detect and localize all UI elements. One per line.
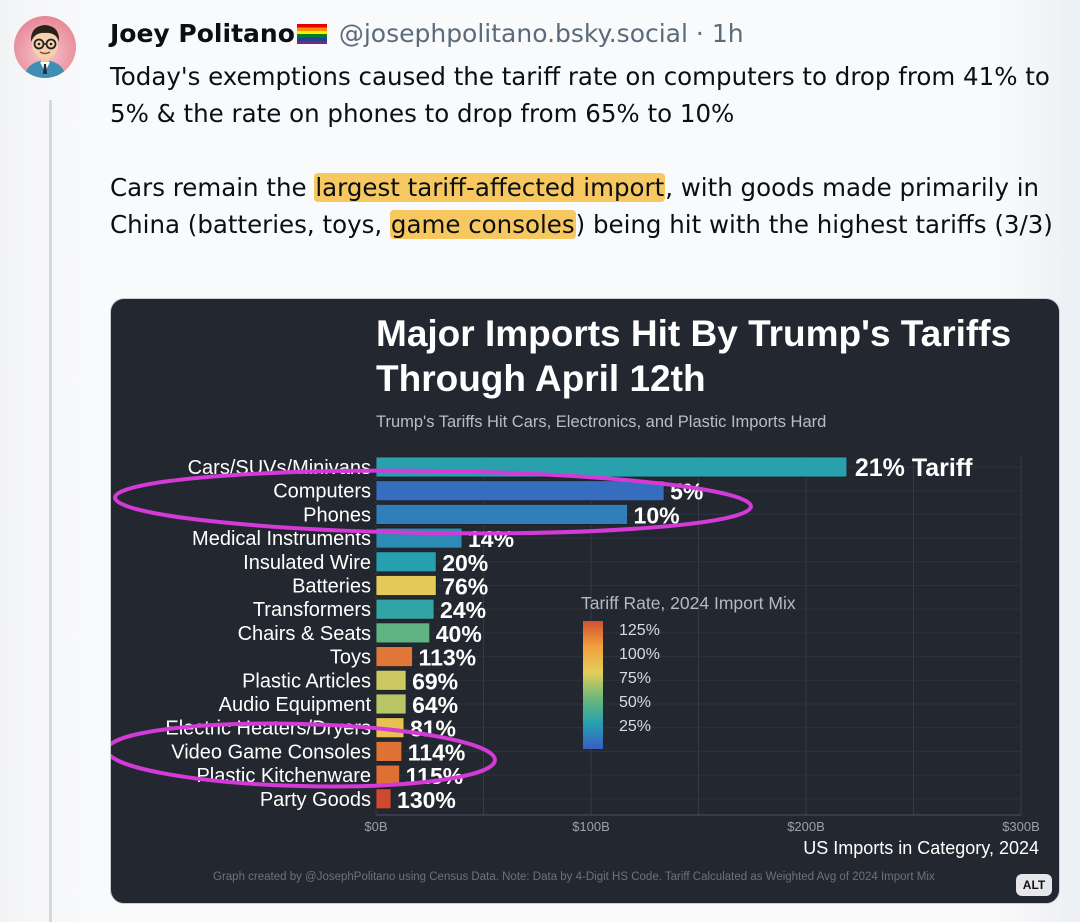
category-label: Audio Equipment [219,694,372,716]
category-label: Plastic Articles [242,670,371,692]
legend-tick-label: 50% [619,694,651,711]
category-label: Party Goods [260,789,371,811]
post-text-segment: , with goods made primarily in China (ba… [110,173,1040,239]
bar-value-label: 24% [440,597,486,623]
thread-line [49,100,52,922]
legend-tick-label: 25% [619,718,651,735]
highlighted-text: game consoles [389,210,576,239]
alt-text-button[interactable]: ALT [1016,874,1052,896]
avatar[interactable] [14,16,76,78]
x-axis-label: US Imports in Category, 2024 [803,838,1039,858]
post-timestamp[interactable]: 1h [711,19,744,48]
bar [375,598,435,620]
bar-value-label: 64% [412,692,458,718]
post-text-segment: ) being hit with the highest tariffs (3/… [575,210,1053,239]
x-tick-label: $200B [787,819,825,834]
bar-value-label: 69% [412,668,458,694]
bar [375,693,407,715]
chart-image[interactable]: Cars/SUVs/Minivans 21% Tariff Computers 5% P… [110,298,1060,904]
bar [375,788,392,810]
chart-subtitle: Trump's Tariffs Hit Cars, Electronics, a… [376,413,827,431]
bar-value-label: 130% [397,787,456,813]
avatar-illustration [24,25,66,78]
bar-value-label: 20% [442,550,488,576]
bar [375,646,413,668]
x-tick-label: $0B [364,819,387,834]
chart-title: Major Imports Hit By Trump's Tariffs Thr… [376,313,1012,399]
category-label: Batteries [292,576,371,598]
legend-title: Tariff Rate, 2024 Import Mix [581,593,796,613]
legend-colorbar [583,621,603,749]
bar [375,740,403,762]
bar [375,575,437,596]
bar [375,456,848,478]
annotation-circle-computers-phones [113,468,753,536]
author-handle[interactable]: @josephpolitano.bsky.social [338,19,688,48]
bar-value-label: 40% [436,621,482,647]
bar [375,764,401,786]
bar [375,480,665,502]
legend-tick-label: 75% [619,670,651,687]
bar [375,503,628,525]
bar-value-label: 76% [442,574,488,600]
author-name[interactable]: Joey Politano [110,19,295,48]
bar-value-label: 5% [670,479,703,505]
highlighted-text: largest tariff-affected import [314,173,666,202]
bar-value-label: 21% Tariff [855,454,973,482]
bar-value-label: 113% [419,645,477,671]
post-text-segment: Cars remain the [110,173,315,202]
category-label: Computers [273,481,371,503]
x-tick-label: $100B [572,819,610,834]
legend-tick-label: 125% [619,622,660,639]
category-label: Video Game Consoles [171,741,371,763]
post-header: Joey Politano @josephpolitano.bsky.socia… [110,18,744,50]
category-label: Electric Heaters/Dryers [165,718,371,740]
post-paragraph-2: Cars remain the largest tariff-affected … [110,169,1070,243]
rainbow-flag-icon [296,24,327,44]
bar [375,669,407,691]
category-label: Chairs & Seats [238,623,371,645]
separator-dot: · [695,19,704,48]
bar [375,551,437,573]
category-label: Medical Instruments [192,528,371,550]
category-label: Toys [330,647,371,669]
category-label: Insulated Wire [243,552,371,574]
category-label: Phones [303,504,371,526]
bar-value-label: 114% [408,739,466,765]
post-paragraph-1: Today's exemptions caused the tariff rat… [110,62,1050,128]
category-label: Transformers [253,599,371,621]
chart-footer: Graph created by @JosephPolitano using C… [213,871,935,883]
post-body: Today's exemptions caused the tariff rat… [110,58,1070,243]
bar [375,622,431,644]
bar-value-label: 14% [468,526,514,552]
x-tick-label: $300B [1002,819,1040,834]
annotation-circle-video-game-consoles [111,721,497,789]
legend-tick-label: 100% [619,646,660,663]
